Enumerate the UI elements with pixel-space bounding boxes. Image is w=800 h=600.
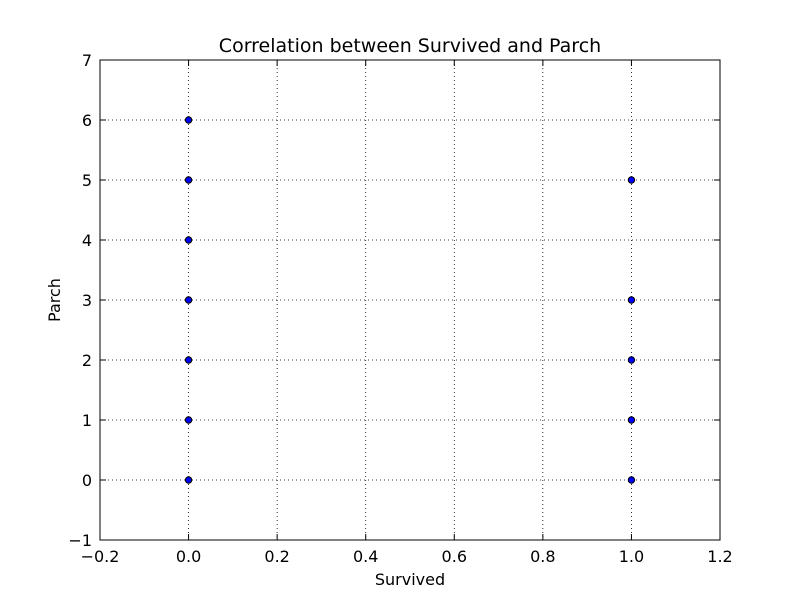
x-tick-label: 0.6 (442, 547, 467, 566)
scatter-point (627, 476, 636, 484)
scatter-point (184, 356, 193, 364)
y-tick-label: 3 (82, 291, 92, 310)
x-tick-label: 0.0 (176, 547, 201, 566)
x-tick-label: −0.2 (81, 547, 120, 566)
x-axis-label: Survived (375, 570, 445, 589)
chart-title: Correlation between Survived and Parch (219, 35, 601, 57)
x-tick-label: 0.2 (264, 547, 289, 566)
x-tick-label: 0.8 (530, 547, 555, 566)
y-tick-label: 4 (82, 231, 92, 250)
y-tick-label: 0 (82, 471, 92, 490)
scatter-point (184, 176, 193, 184)
y-tick-label: 1 (82, 411, 92, 430)
x-tick-label: 0.4 (353, 547, 378, 566)
x-tick-label: 1.2 (707, 547, 732, 566)
y-tick-label: 2 (82, 351, 92, 370)
scatter-point (184, 416, 193, 424)
scatter-point (184, 236, 193, 244)
scatter-point (627, 176, 636, 184)
axis-ticks: −0.2 0.0 0.2 0.4 0.6 0.8 1.0 1.2 −1 0 1 2 3 4 5 6 7 (68, 51, 732, 566)
y-tick-label: 5 (82, 171, 92, 190)
scatter-point (184, 476, 193, 484)
y-tick-label: −1 (68, 531, 92, 550)
scatter-point (627, 296, 636, 304)
y-axis-label: Parch (45, 278, 64, 322)
x-tick-label: 1.0 (619, 547, 644, 566)
scatter-point (184, 116, 193, 124)
scatter-point (627, 416, 636, 424)
data-points (184, 116, 636, 484)
scatter-point (627, 356, 636, 364)
scatter-point (184, 296, 193, 304)
y-tick-label: 7 (82, 51, 92, 70)
y-tick-label: 6 (82, 111, 92, 130)
